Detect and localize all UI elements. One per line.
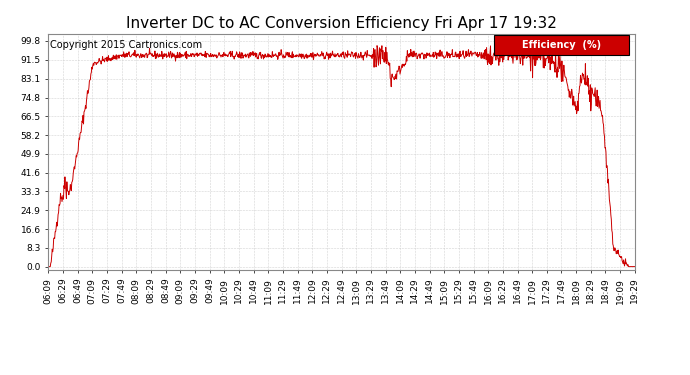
Text: Efficiency  (%): Efficiency (%) (522, 40, 601, 50)
Title: Inverter DC to AC Conversion Efficiency Fri Apr 17 19:32: Inverter DC to AC Conversion Efficiency … (126, 16, 557, 31)
Text: Copyright 2015 Cartronics.com: Copyright 2015 Cartronics.com (50, 40, 202, 50)
FancyBboxPatch shape (494, 35, 629, 55)
